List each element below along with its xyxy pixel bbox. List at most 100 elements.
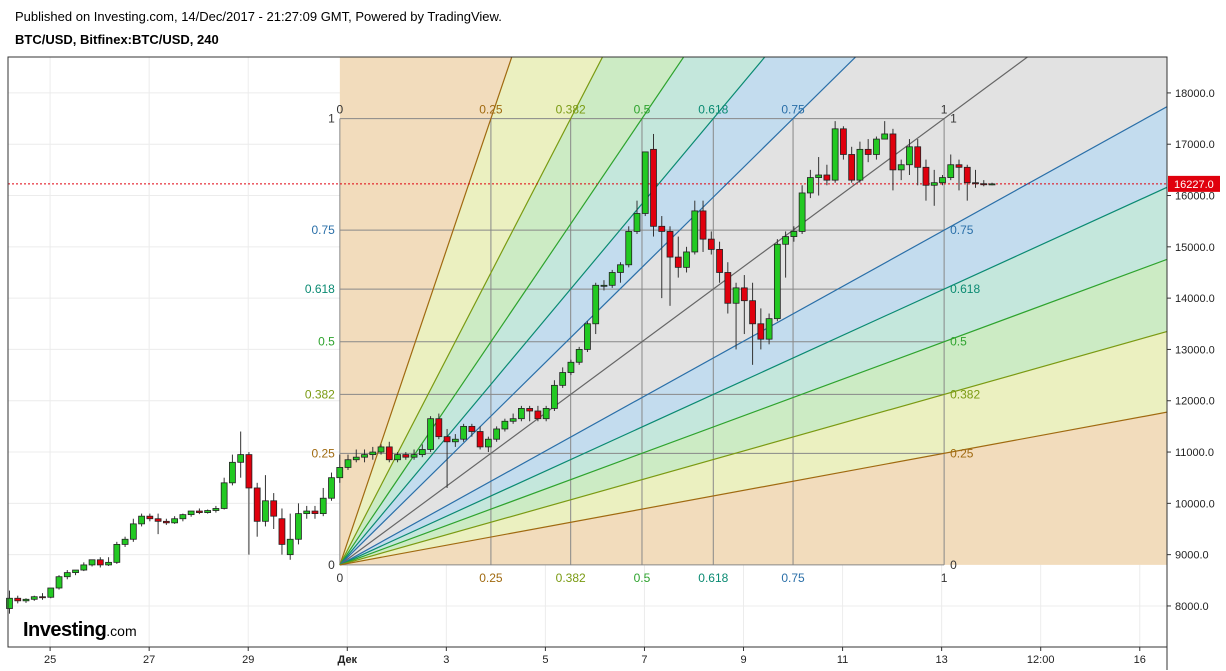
gann-right-label: 0.5 <box>950 335 967 349</box>
candle-body <box>749 300 756 325</box>
candle-body <box>55 576 63 589</box>
candle-body <box>493 428 500 440</box>
candle-body <box>435 418 443 438</box>
logo-suffix: .com <box>106 623 137 639</box>
gann-fan-line <box>339 57 857 566</box>
candle-body <box>427 418 434 450</box>
candle-body <box>823 174 831 181</box>
candle-body <box>361 454 368 458</box>
candle-body <box>63 572 71 578</box>
candle-body <box>947 164 955 178</box>
candle-body <box>641 151 649 214</box>
price-tick-label: 16000.0 <box>1175 191 1215 203</box>
candle-body <box>790 231 798 237</box>
gann-fan-line <box>339 57 513 566</box>
time-tick-label: 5 <box>542 654 548 666</box>
candle-body <box>196 510 203 513</box>
candle-body <box>344 459 352 468</box>
candle-body <box>807 177 814 194</box>
candle-body <box>47 587 55 598</box>
candle-body <box>707 238 715 250</box>
current-price-label: 16227.0 <box>1174 179 1214 191</box>
candle-body <box>418 449 426 456</box>
candle-body <box>113 543 121 563</box>
candle-body <box>204 510 212 513</box>
price-tick-label: 17000.0 <box>1175 139 1215 151</box>
candle-body <box>138 515 145 525</box>
candle-body <box>873 138 880 155</box>
candle-body <box>666 231 674 258</box>
candle-body <box>460 425 467 440</box>
candle-body <box>509 418 517 422</box>
gann-bottom-label: 0.75 <box>781 571 805 585</box>
candle-body <box>914 146 922 168</box>
candle-body <box>162 520 170 524</box>
candle-body <box>518 408 525 420</box>
current-price-badge <box>1168 175 1220 192</box>
time-tick-label: 25 <box>44 654 56 666</box>
gann-right-label: 1 <box>950 112 957 126</box>
time-tick-label: Дек <box>337 654 357 666</box>
candle-body <box>286 538 294 556</box>
candle-body <box>542 408 550 420</box>
candle-body <box>229 461 236 484</box>
price-tick-label: 15000.0 <box>1175 242 1215 254</box>
candle-body <box>963 166 971 184</box>
candle-body <box>72 569 79 574</box>
candle-body <box>80 564 88 571</box>
candle-body <box>650 148 657 227</box>
time-tick-label: 3 <box>443 654 449 666</box>
candle-body <box>270 500 278 517</box>
gann-bottom-label: 0.5 <box>634 571 651 585</box>
candle-body <box>311 510 319 515</box>
gann-fan-line <box>339 105 1167 566</box>
candle-body <box>617 264 624 273</box>
gann-left-label: 0.75 <box>311 223 335 237</box>
candle-body <box>410 454 418 458</box>
candle-body <box>237 454 245 463</box>
gann-bottom-label: 0.382 <box>556 571 586 585</box>
candle-body <box>88 559 96 566</box>
candle-body <box>30 596 38 600</box>
gann-bottom-label: 0.25 <box>479 571 503 585</box>
gann-fan-line <box>339 186 1167 566</box>
gann-bottom-label: 0 <box>337 571 344 585</box>
candle-body <box>592 284 600 325</box>
gann-fan-line <box>339 57 766 566</box>
candle-body <box>303 510 311 515</box>
candle-body <box>484 438 492 448</box>
candle-body <box>897 164 905 171</box>
candle-body <box>105 561 112 566</box>
candle-body <box>972 182 979 185</box>
candle-body <box>848 154 856 181</box>
candle-body <box>625 231 633 266</box>
candle-body <box>476 431 484 448</box>
gann-right-label: 0.618 <box>950 282 980 296</box>
candle-body <box>39 596 46 599</box>
candle-body <box>683 251 690 268</box>
price-tick-label: 10000.0 <box>1175 498 1215 510</box>
candle-body <box>220 482 228 509</box>
candle-body <box>468 425 476 432</box>
candle-body <box>930 182 938 186</box>
candle-body <box>773 243 781 320</box>
candle-body <box>319 497 327 515</box>
candle-body <box>633 213 641 232</box>
candle-body <box>740 287 748 302</box>
candle-body <box>782 236 789 245</box>
candle-body <box>212 508 220 511</box>
candle-body <box>600 284 608 287</box>
investing-logo: Investing.com <box>23 619 137 642</box>
candle-body <box>955 164 963 168</box>
candle-body <box>129 523 137 540</box>
candle-body <box>96 559 104 566</box>
candle-body <box>394 454 401 461</box>
candle-body <box>377 446 385 453</box>
candle-body <box>501 420 509 430</box>
candle-body <box>278 518 286 545</box>
candle-body <box>716 248 723 273</box>
candle-body <box>691 210 699 253</box>
gann-top-label: 0.25 <box>479 103 503 117</box>
gann-fan-line <box>339 411 1167 566</box>
